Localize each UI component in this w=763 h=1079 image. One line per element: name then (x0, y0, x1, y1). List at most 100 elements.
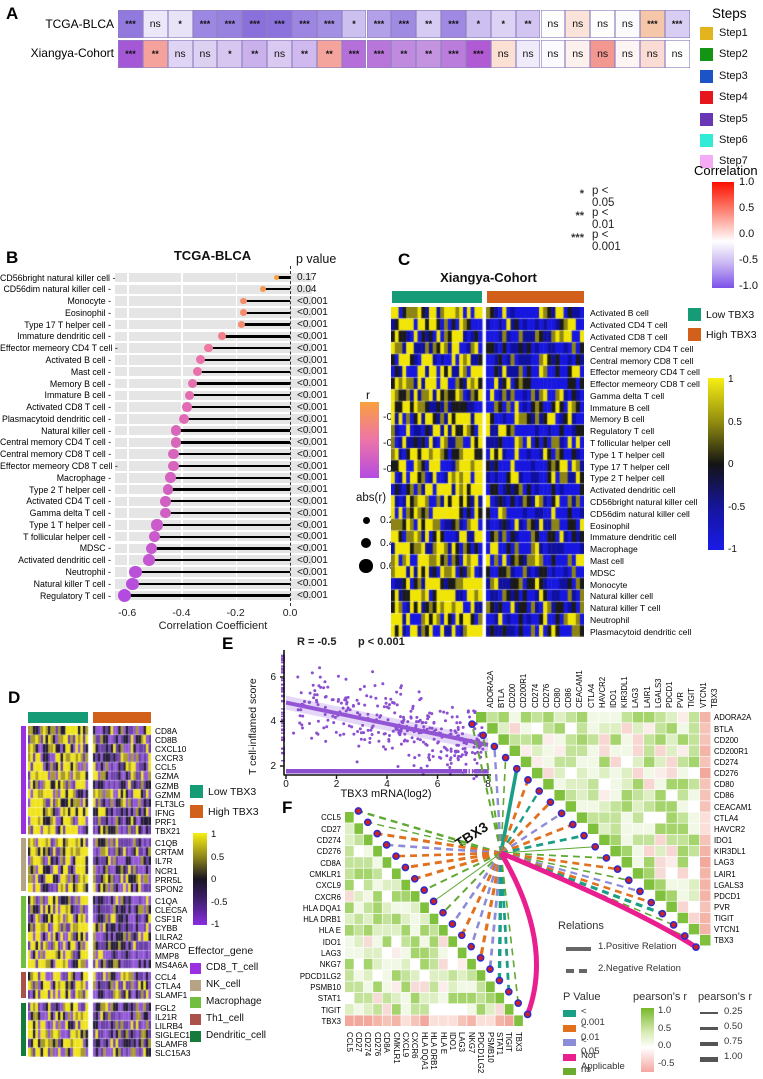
panel-e-point (374, 696, 378, 700)
panel-f-right-row-label: CD274 (714, 758, 739, 767)
panel-f-left-cell (439, 992, 448, 1004)
panel-e-point (370, 733, 374, 736)
panel-f-left-node-dot (363, 818, 372, 827)
correlation-colorbar-tick: 0.0 (739, 228, 755, 240)
panel-f-left-cell (354, 992, 364, 1004)
panel-f-right-cell (677, 723, 689, 734)
panel-f-left-cell (401, 925, 411, 936)
panel-b-row-label: Central memory CD4 T cell - (0, 437, 112, 448)
panel-a-cell: *** (391, 10, 417, 39)
panel-e-annotation-p: p < 0.001 (358, 636, 405, 648)
panel-f-left-cell (504, 1015, 514, 1026)
panel-e-point (470, 751, 474, 754)
panel-e-point (330, 698, 334, 702)
panel-e-point (366, 716, 370, 720)
panel-f-left-cell (429, 1015, 439, 1026)
panel-e-point (457, 734, 461, 738)
panel-d-gene-label: C1QB (155, 838, 178, 849)
panel-e-point (473, 711, 477, 715)
steps-legend-label: Step3 (719, 69, 748, 82)
panel-f-link-left (498, 851, 539, 1016)
panel-b-absr-dot (362, 516, 370, 524)
panel-e-left-rug-tick (281, 666, 285, 668)
panel-b-pvalue: <0.001 (297, 366, 328, 378)
panel-f-right-cell (677, 879, 689, 890)
panel-f-left-cell (467, 981, 476, 993)
panel-b-dot (168, 460, 179, 472)
panel-f-left-cell (373, 845, 382, 857)
panel-e-point (411, 704, 415, 708)
panel-f-left-cell (345, 845, 354, 857)
panel-f-left-cell (486, 981, 495, 993)
panel-b-row-label: Type 1 T helper cell - (29, 519, 111, 530)
panel-f-right-cell (677, 901, 689, 912)
panel-c-row-label: Central memory CD4 T cell (590, 343, 694, 354)
panel-f-right-cell (610, 790, 621, 801)
panel-e-left-rug-tick (281, 687, 285, 689)
panel-e-point (324, 739, 328, 743)
panel-b-row-label: Immature B cell - (44, 390, 111, 401)
panel-f-right-cell (621, 801, 633, 812)
panel-f-right-cell (644, 823, 655, 834)
panel-f-right-cell (666, 723, 677, 734)
panel-f-r-colorbar-title: pearson's r (633, 991, 688, 1003)
panel-b-pvalue: 0.04 (297, 283, 317, 295)
panel-d-gene-label: LILRA2 (155, 932, 183, 943)
panel-f-right-cell (688, 912, 700, 924)
panel-f-left-cell (401, 913, 411, 925)
panel-e-point (342, 732, 346, 736)
panel-f-right-row-label: CD200 (714, 735, 739, 745)
panel-f-left-cell (429, 936, 439, 947)
panel-e-left-rug-tick (281, 729, 285, 732)
panel-e-point (366, 728, 370, 732)
panel-f-right-cell (644, 734, 655, 745)
panel-e-point (388, 703, 391, 707)
panel-d-gene-label: CD8A (155, 726, 178, 737)
panel-e-point (401, 719, 405, 723)
panel-e-x-tick: 6 (434, 779, 441, 790)
panel-e-point (311, 683, 315, 687)
panel-f-left-cell (504, 1004, 514, 1015)
panel-b-pvalue: <0.001 (297, 566, 328, 578)
panel-e-point (449, 747, 453, 751)
panel-e-point (308, 722, 311, 725)
panel-e-point (417, 690, 421, 694)
panel-f-left-node-dot (504, 987, 513, 996)
panel-a-cell: ns (590, 10, 616, 39)
panel-f-right-cell (599, 756, 610, 768)
panel-e-left-rug-tick (281, 658, 285, 660)
panel-a-cell: ns (590, 39, 616, 68)
panel-e-point (383, 721, 387, 725)
panel-f-right-node-dot (524, 776, 532, 784)
panel-f-right-cell (655, 756, 666, 768)
panel-b-row-label: Activated CD4 T cell - (26, 496, 111, 507)
steps-legend-label: Step6 (719, 134, 748, 146)
panel-f-left-cell (345, 902, 354, 913)
panel-f-left-row-label: CCL5 (321, 813, 341, 823)
panel-a-cell: ** (391, 39, 417, 68)
panel-f-right-cell (632, 756, 644, 768)
panel-f-right-node-dot (692, 943, 700, 952)
panel-e-point (405, 729, 409, 733)
panel-b-stem (173, 453, 290, 456)
panel-f-left-col-label: CCL5 (344, 1032, 354, 1052)
panel-f-link-left (499, 852, 511, 992)
panel-a-cell: ** (416, 10, 442, 39)
panel-e-left-rug-tick (281, 671, 285, 673)
panel-b-absr-dot (360, 537, 372, 549)
panel-f-left-cell (354, 845, 364, 857)
panel-e-point (319, 685, 323, 689)
panel-f-right-cell (509, 745, 521, 756)
panel-e-point (456, 750, 460, 754)
panel-e-left-rug-tick (281, 688, 285, 691)
panel-b-dot (159, 495, 171, 507)
panel-e-point (432, 720, 436, 724)
panel-f-left-cell (373, 1015, 382, 1026)
panel-f-right-cell (610, 823, 621, 834)
panel-b-row-label: CD56bright natural killer cell - (0, 272, 116, 283)
panel-e-y-tick: 2 (270, 760, 276, 772)
panel-b-stem (165, 511, 290, 515)
panel-b-dot (240, 297, 248, 305)
panel-a-cell: ns (167, 39, 193, 68)
panel-f-right-cell (621, 790, 633, 801)
